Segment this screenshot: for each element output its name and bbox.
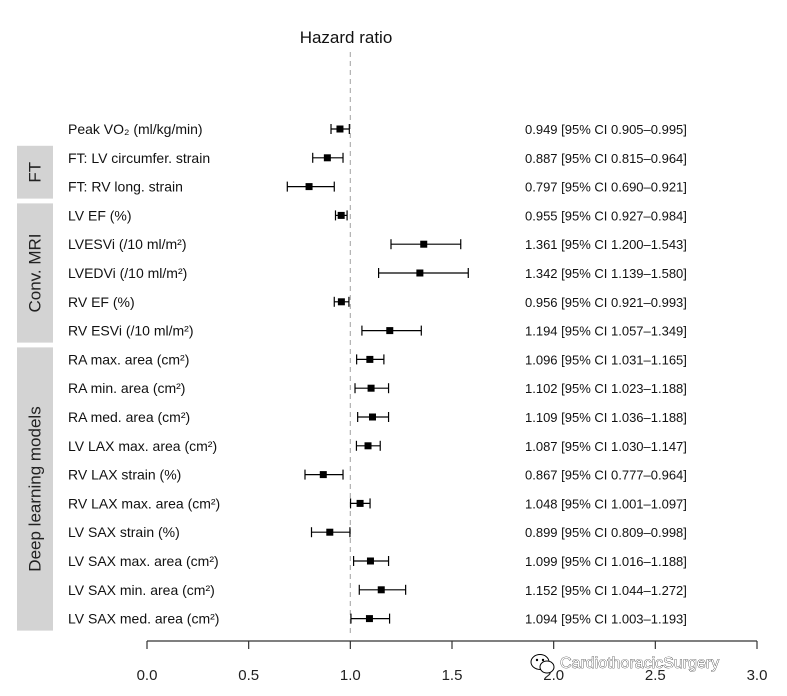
ci-text: 0.867 [95% CI 0.777–0.964] bbox=[525, 468, 687, 483]
point-estimate bbox=[319, 471, 327, 479]
point-estimate bbox=[367, 384, 375, 392]
group-label: FT bbox=[26, 162, 45, 183]
ci-text: 1.099 [95% CI 1.016–1.188] bbox=[525, 554, 687, 569]
forest-row: FT: RV long. strain 0.797 [95% CI 0.690–0… bbox=[68, 179, 687, 195]
forest-row: FT: LV circumfer. strain 0.887 [95% CI 0.… bbox=[68, 150, 687, 166]
forest-row: Peak VO₂ (ml/kg/min) 0.949 [95% CI 0.905–… bbox=[68, 121, 687, 137]
group-panel bbox=[17, 203, 53, 343]
row-label: RA max. area (cm²) bbox=[68, 351, 189, 367]
row-label: FT: LV circumfer. strain bbox=[68, 150, 210, 166]
point-estimate bbox=[377, 586, 385, 594]
x-tick-label: 1.5 bbox=[442, 667, 463, 684]
group-label: Deep learning models bbox=[26, 406, 45, 571]
row-label: RV LAX strain (%) bbox=[68, 467, 181, 483]
forest-row: LV SAX med. area (cm²) 1.094 [95% CI 1.00… bbox=[68, 611, 687, 627]
ci-text: 0.949 [95% CI 0.905–0.995] bbox=[525, 122, 687, 137]
forest-row: LVESVi (/10 ml/m²) 1.361 [95% CI 1.200–1.… bbox=[68, 236, 687, 252]
ci-text: 0.887 [95% CI 0.815–0.964] bbox=[525, 151, 687, 166]
x-tick-label: 2.5 bbox=[645, 667, 666, 684]
ci-text: 1.361 [95% CI 1.200–1.543] bbox=[525, 237, 687, 252]
forest-row: RA min. area (cm²) 1.102 [95% CI 1.023–1.… bbox=[68, 380, 687, 396]
point-estimate bbox=[368, 413, 376, 421]
point-estimate bbox=[420, 240, 428, 248]
row-label: LVESVi (/10 ml/m²) bbox=[68, 236, 187, 252]
ci-text: 1.152 [95% CI 1.044–1.272] bbox=[525, 583, 687, 598]
ci-text: 1.048 [95% CI 1.001–1.097] bbox=[525, 496, 687, 511]
x-tick-label: 0.5 bbox=[238, 667, 259, 684]
ci-text: 1.087 [95% CI 1.030–1.147] bbox=[525, 439, 687, 454]
group-label: Conv. MRI bbox=[26, 233, 45, 312]
row-label: RV EF (%) bbox=[68, 294, 135, 310]
ci-text: 1.094 [95% CI 1.003–1.193] bbox=[525, 612, 687, 627]
row-label: RV LAX max. area (cm²) bbox=[68, 495, 220, 511]
point-estimate bbox=[416, 269, 424, 277]
chart-title: Hazard ratio bbox=[300, 28, 393, 47]
forest-row: RV EF (%) 0.956 [95% CI 0.921–0.993] bbox=[68, 294, 687, 310]
point-estimate bbox=[337, 211, 345, 219]
point-estimate bbox=[356, 499, 364, 507]
x-tick-label: 3.0 bbox=[747, 667, 768, 684]
ci-text: 0.899 [95% CI 0.809–0.998] bbox=[525, 525, 687, 540]
row-label: LV SAX med. area (cm²) bbox=[68, 611, 219, 627]
ci-text: 1.194 [95% CI 1.057–1.349] bbox=[525, 324, 687, 339]
forest-row: LV SAX strain (%) 0.899 [95% CI 0.809–0.9… bbox=[68, 524, 687, 540]
forest-row: LV SAX min. area (cm²) 1.152 [95% CI 1.04… bbox=[68, 582, 687, 598]
point-estimate bbox=[366, 557, 374, 565]
point-estimate bbox=[336, 125, 344, 133]
ci-text: 1.342 [95% CI 1.139–1.580] bbox=[525, 266, 687, 281]
forest-row: RV LAX max. area (cm²) 1.048 [95% CI 1.00… bbox=[68, 495, 687, 511]
row-label: LV SAX strain (%) bbox=[68, 524, 180, 540]
x-tick-label: 0.0 bbox=[137, 667, 158, 684]
row-label: Peak VO₂ (ml/kg/min) bbox=[68, 121, 203, 137]
point-estimate bbox=[365, 615, 373, 623]
forest-row: LV SAX max. area (cm²) 1.099 [95% CI 1.01… bbox=[68, 553, 687, 569]
row-label: LV SAX max. area (cm²) bbox=[68, 553, 219, 569]
row-label: RV ESVi (/10 ml/m²) bbox=[68, 323, 194, 339]
watermark-text: CardiothoracicSurgery bbox=[560, 655, 719, 672]
point-estimate bbox=[364, 442, 372, 450]
point-estimate bbox=[337, 298, 345, 306]
group-labels: FT Conv. MRI Deep learning models bbox=[17, 145, 53, 631]
forest-row: LV LAX max. area (cm²) 1.087 [95% CI 1.03… bbox=[68, 438, 687, 454]
forest-row: RA max. area (cm²) 1.096 [95% CI 1.031–1.… bbox=[68, 351, 687, 367]
ci-text: 1.109 [95% CI 1.036–1.188] bbox=[525, 410, 687, 425]
x-tick-label: 1.0 bbox=[340, 667, 361, 684]
row-label: LVEDVi (/10 ml/m²) bbox=[68, 265, 187, 281]
group-panel bbox=[17, 347, 53, 631]
ci-text: 0.956 [95% CI 0.921–0.993] bbox=[525, 295, 687, 310]
forest-row: LV EF (%) 0.955 [95% CI 0.927–0.984] bbox=[68, 207, 687, 223]
row-label: LV LAX max. area (cm²) bbox=[68, 438, 217, 454]
forest-row: RV ESVi (/10 ml/m²) 1.194 [95% CI 1.057–1… bbox=[68, 323, 687, 339]
forest-row: RA med. area (cm²) 1.109 [95% CI 1.036–1.… bbox=[68, 409, 687, 425]
row-label: RA med. area (cm²) bbox=[68, 409, 190, 425]
point-estimate bbox=[366, 355, 374, 363]
row-label: RA min. area (cm²) bbox=[68, 380, 185, 396]
forest-row: RV LAX strain (%) 0.867 [95% CI 0.777–0.9… bbox=[68, 467, 687, 483]
wechat-icon bbox=[530, 654, 555, 674]
point-estimate bbox=[326, 528, 334, 536]
row-label: LV EF (%) bbox=[68, 207, 132, 223]
forest-row: LVEDVi (/10 ml/m²) 1.342 [95% CI 1.139–1.… bbox=[68, 265, 687, 281]
ci-text: 1.096 [95% CI 1.031–1.165] bbox=[525, 352, 687, 367]
row-label: LV SAX min. area (cm²) bbox=[68, 582, 215, 598]
point-estimate bbox=[386, 327, 394, 335]
ci-text: 0.797 [95% CI 0.690–0.921] bbox=[525, 180, 687, 195]
point-estimate bbox=[305, 183, 313, 191]
group-panel bbox=[17, 145, 53, 199]
ci-text: 1.102 [95% CI 1.023–1.188] bbox=[525, 381, 687, 396]
ci-text: 0.955 [95% CI 0.927–0.984] bbox=[525, 208, 687, 223]
row-label: FT: RV long. strain bbox=[68, 179, 183, 195]
forest-rows: Peak VO₂ (ml/kg/min) 0.949 [95% CI 0.905–… bbox=[68, 121, 687, 627]
point-estimate bbox=[323, 154, 331, 162]
watermark: CardiothoracicSurgery bbox=[530, 654, 719, 674]
